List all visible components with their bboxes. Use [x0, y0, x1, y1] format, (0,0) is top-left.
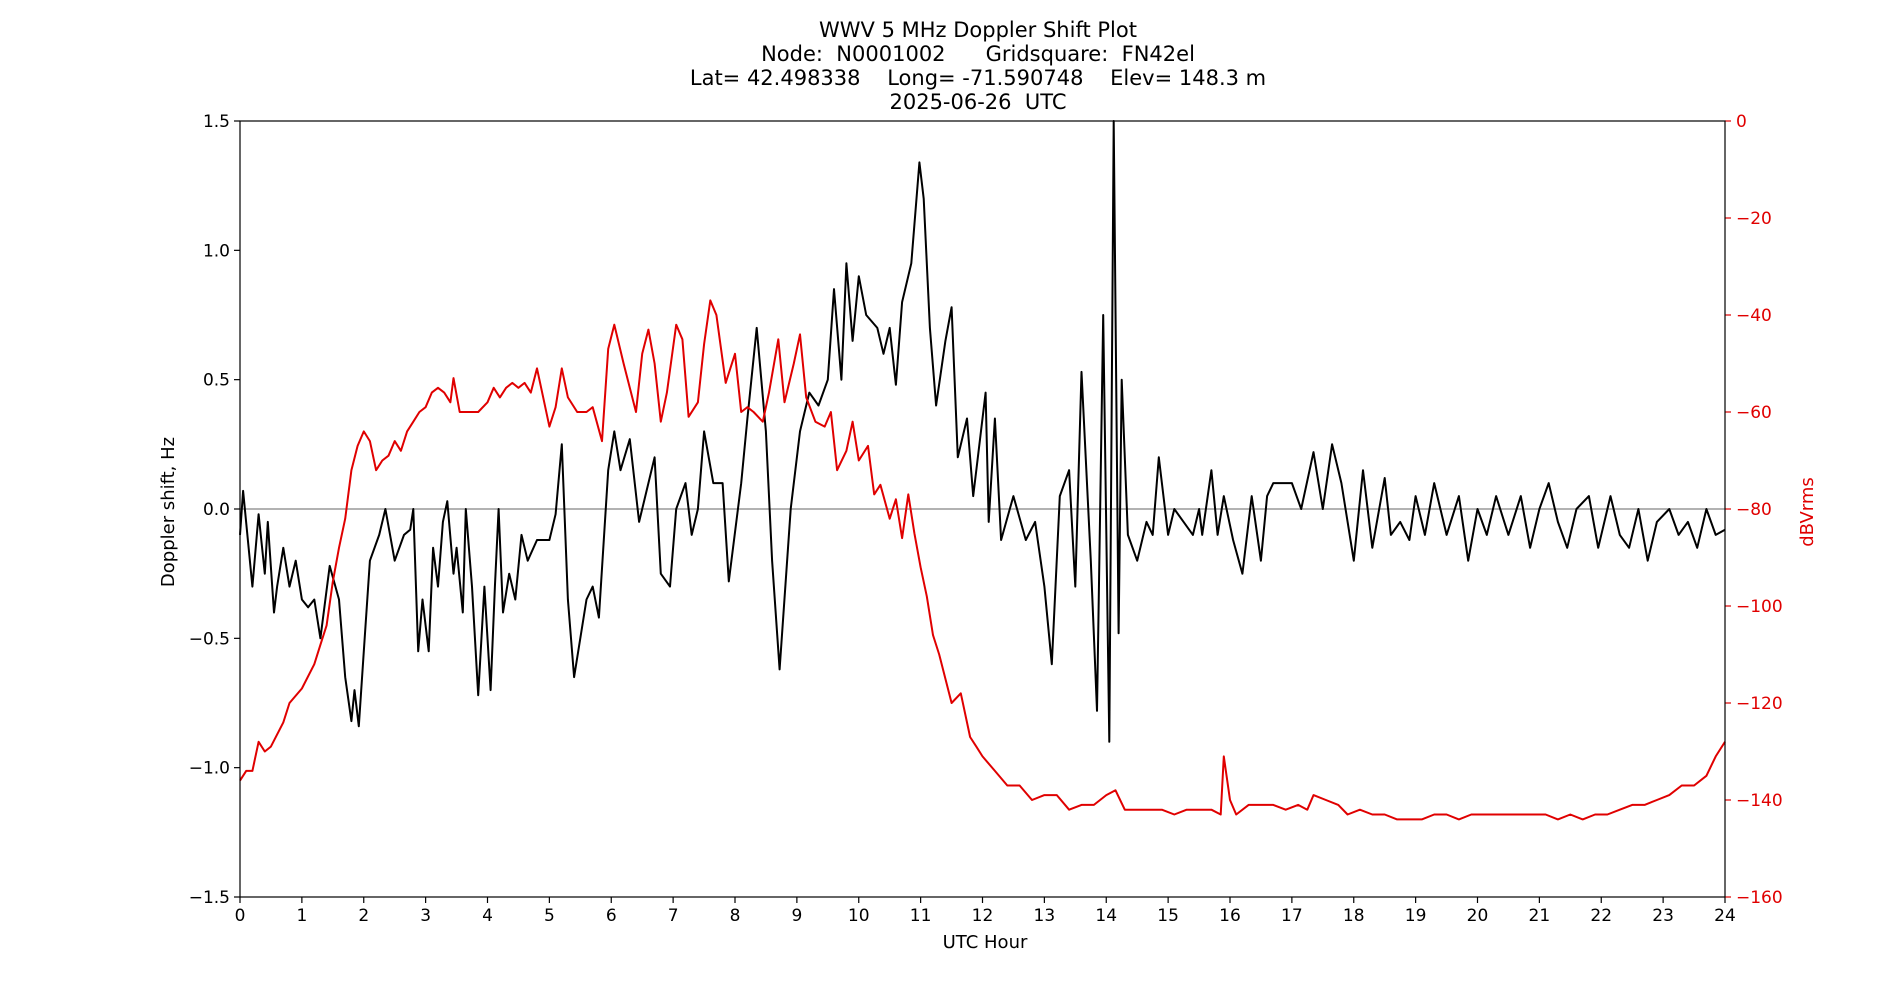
x-tick-label: 8 [730, 906, 741, 926]
y-right-tick-label: −100 [1736, 597, 1783, 617]
x-tick-label: 21 [1529, 906, 1551, 926]
x-tick-label: 4 [482, 906, 493, 926]
x-tick-label: 5 [544, 906, 555, 926]
y-right-tick-label: −60 [1736, 403, 1772, 423]
x-tick-label: 15 [1157, 906, 1179, 926]
x-tick-label: 2 [358, 906, 369, 926]
signal-level-line [239, 299, 1726, 821]
y-tick-label: 0.0 [203, 500, 230, 520]
y-axis-right-label: dBVrms [1797, 477, 1818, 547]
doppler-shift-line [239, 120, 1726, 743]
title-line-2: Node: N0001002 Gridsquare: FN42el [761, 42, 1195, 66]
y-tick-label: −1.5 [189, 888, 230, 908]
y-right-tick-label: −40 [1736, 306, 1772, 326]
x-tick-label: 0 [235, 906, 246, 926]
x-tick-label: 18 [1343, 906, 1365, 926]
x-axis-label: UTC Hour [943, 932, 1028, 953]
x-tick-label: 1 [296, 906, 307, 926]
y-tick-label: 1.0 [203, 241, 230, 261]
x-tick-label: 9 [791, 906, 802, 926]
y-right-tick-label: −20 [1736, 209, 1772, 229]
y-axis-label: Doppler shift, Hz [158, 437, 179, 587]
x-tick-label: 3 [420, 906, 431, 926]
y-tick-label: −0.5 [189, 629, 230, 649]
title-line-3: Lat= 42.498338 Long= -71.590748 Elev= 14… [690, 66, 1266, 90]
y-right-tick-label: −120 [1736, 694, 1783, 714]
y-right-tick-label: 0 [1736, 112, 1747, 132]
x-tick-label: 20 [1467, 906, 1489, 926]
x-tick-label: 14 [1095, 906, 1117, 926]
x-tick-label: 17 [1281, 906, 1303, 926]
axis-ticks: 0 1 2 3 4 5 6 7 8 9 10 11 12 13 14 15 16 17 18 19 20 21 22 23 24… [189, 112, 1783, 926]
x-tick-label: 19 [1405, 906, 1427, 926]
chart-title: WWV 5 MHz Doppler Shift Plot Node: N0001… [690, 18, 1266, 114]
x-tick-label: 23 [1652, 906, 1674, 926]
x-tick-label: 13 [1034, 906, 1056, 926]
y-tick-label: 0.5 [203, 371, 230, 391]
y-right-tick-label: −160 [1736, 888, 1783, 908]
x-tick-label: 10 [848, 906, 870, 926]
x-tick-label: 11 [910, 906, 932, 926]
x-tick-label: 24 [1714, 906, 1736, 926]
x-tick-label: 16 [1219, 906, 1241, 926]
y-tick-label: −1.0 [189, 759, 230, 779]
plot-frame [239, 120, 1726, 898]
y-right-tick-label: −140 [1736, 791, 1783, 811]
x-tick-label: 7 [668, 906, 679, 926]
x-tick-label: 12 [972, 906, 994, 926]
plot-area [239, 120, 1726, 821]
x-tick-label: 6 [606, 906, 617, 926]
y-tick-label: 1.5 [203, 112, 230, 132]
title-line-1: WWV 5 MHz Doppler Shift Plot [819, 18, 1137, 42]
y-right-tick-label: −80 [1736, 500, 1772, 520]
x-tick-label: 22 [1590, 906, 1612, 926]
title-line-4: 2025-06-26 UTC [889, 90, 1066, 114]
